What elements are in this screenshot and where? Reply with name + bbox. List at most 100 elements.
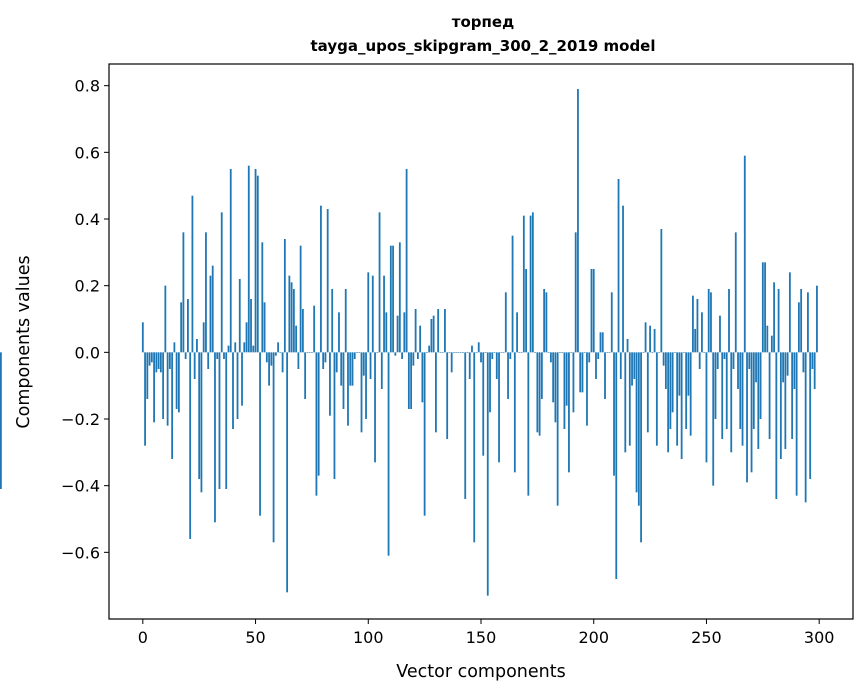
bar — [793, 352, 796, 389]
bar — [272, 352, 275, 543]
bar — [770, 335, 773, 353]
bar — [286, 352, 289, 593]
bar — [660, 229, 663, 353]
bar — [606, 352, 609, 353]
bar — [313, 305, 316, 353]
bar — [608, 352, 611, 353]
bar — [182, 232, 185, 353]
bar — [570, 352, 573, 353]
bar — [441, 352, 444, 353]
bar — [299, 245, 302, 353]
bar — [644, 322, 647, 353]
bar — [175, 352, 178, 409]
bar — [694, 329, 697, 353]
bar — [444, 309, 446, 353]
bar — [816, 285, 818, 353]
bar — [597, 352, 600, 359]
y-tick-label: 0.0 — [75, 343, 100, 362]
bar — [256, 175, 259, 353]
bar — [459, 352, 462, 353]
y-axis-ticks: −0.6 −0.4 −0.2 0.0 0.2 0.4 0.6 0.8 — [61, 77, 109, 562]
x-axis-ticks: 0 50 100 150 200 250 300 — [138, 619, 834, 647]
bar — [335, 352, 338, 373]
bar — [320, 205, 322, 353]
bar — [227, 345, 230, 353]
bar — [369, 352, 372, 379]
bar — [565, 352, 568, 406]
bars-group — [0, 89, 818, 596]
bar — [534, 352, 537, 353]
bar — [412, 352, 415, 366]
bar — [498, 352, 500, 463]
bar — [261, 242, 264, 353]
bar — [807, 292, 809, 353]
bar — [640, 352, 642, 543]
bar — [166, 352, 169, 426]
bar — [450, 352, 453, 373]
bar — [525, 269, 527, 353]
bar — [628, 352, 631, 446]
bar — [290, 282, 293, 353]
bar — [177, 352, 180, 413]
bar — [268, 352, 270, 386]
bar — [714, 352, 717, 419]
bar — [500, 352, 503, 353]
bar — [615, 352, 618, 579]
bar — [732, 352, 735, 369]
bar — [200, 352, 203, 493]
bar — [777, 289, 780, 353]
bar — [667, 352, 670, 453]
bar — [507, 352, 509, 399]
bar — [513, 352, 516, 473]
bar — [493, 352, 496, 353]
bar — [646, 352, 649, 433]
bar — [157, 352, 160, 369]
bar — [635, 352, 638, 493]
bar — [813, 352, 816, 389]
bar — [168, 352, 171, 369]
bar — [572, 352, 575, 413]
bar — [220, 212, 223, 353]
bar — [746, 352, 748, 483]
bar — [362, 352, 365, 376]
bar — [556, 352, 559, 506]
bar — [187, 299, 189, 353]
y-tick-label: −0.2 — [61, 410, 100, 429]
bar — [698, 352, 701, 369]
bar — [809, 352, 812, 479]
bar — [705, 352, 708, 463]
bar — [680, 352, 683, 459]
bar — [189, 352, 192, 539]
bar — [407, 352, 410, 409]
bar — [374, 352, 376, 463]
bar — [642, 352, 645, 353]
bar — [435, 352, 437, 433]
bar — [453, 352, 455, 353]
chart-subtitle: tayga_upos_skipgram_300_2_2019 model — [311, 37, 656, 55]
bar — [484, 352, 487, 353]
bar — [198, 352, 201, 479]
bar — [741, 352, 744, 446]
bar — [583, 352, 586, 353]
bar — [531, 212, 534, 353]
bar — [649, 325, 651, 353]
bar — [173, 342, 176, 353]
bar — [669, 352, 672, 429]
bar — [552, 352, 555, 403]
bar — [403, 312, 406, 353]
bar — [683, 352, 685, 353]
bar — [241, 352, 243, 406]
bar — [678, 352, 681, 396]
bar — [211, 265, 214, 353]
bar — [164, 285, 167, 353]
bar — [234, 342, 237, 353]
bar — [162, 352, 165, 419]
bar — [387, 352, 390, 556]
bar — [281, 352, 284, 373]
bar — [144, 352, 146, 446]
bar — [604, 352, 606, 399]
bar — [563, 352, 566, 429]
bar — [342, 352, 345, 409]
bar — [392, 245, 394, 353]
bar — [229, 169, 232, 353]
